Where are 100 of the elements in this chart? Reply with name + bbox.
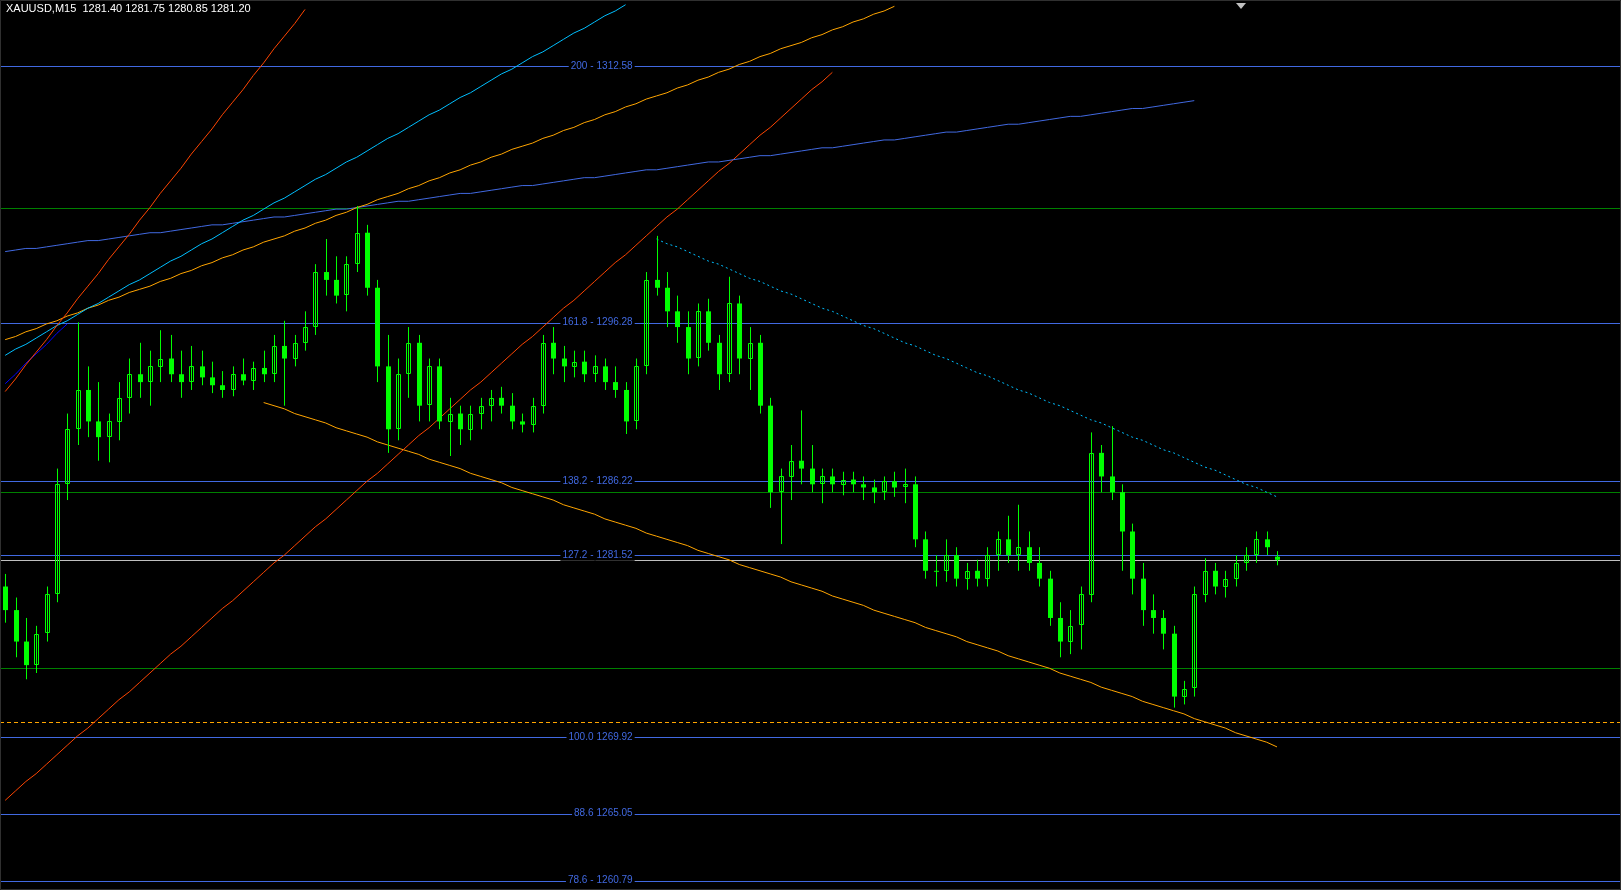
candlestick: [520, 413, 525, 433]
candlestick: [696, 302, 701, 367]
candlestick: [148, 350, 153, 407]
candlestick: [593, 354, 598, 383]
candlestick: [510, 392, 515, 430]
candlestick: [820, 468, 825, 504]
annotation: 78.6 -: [567, 874, 594, 886]
candlestick: [282, 320, 287, 407]
candlestick: [975, 559, 980, 588]
candlestick: [189, 345, 194, 391]
candlestick: [572, 350, 577, 378]
annotation: 100.0: [568, 730, 594, 742]
candlestick: [892, 471, 897, 498]
candlestick: [355, 205, 360, 273]
candlestick: [644, 271, 649, 375]
candlestick: [551, 326, 556, 375]
candlestick: [655, 235, 660, 297]
candlestick: [458, 405, 463, 446]
candlestick: [468, 405, 473, 441]
y-tick-label: 1312.58: [596, 60, 634, 72]
candlestick: [272, 334, 277, 383]
annotation: 161.8 -: [562, 316, 594, 328]
y-tick-label: 1265.05: [596, 807, 634, 819]
candlestick: [55, 468, 60, 603]
candlestick: [24, 617, 29, 680]
candlestick: [479, 397, 484, 430]
y-tick-label: 1281.52: [596, 548, 634, 560]
candlestick: [303, 310, 308, 352]
candlestick: [324, 238, 329, 297]
annotation: 200 -: [570, 60, 594, 72]
candlestick: [1234, 554, 1239, 588]
line-series: [656, 238, 1278, 498]
candlestick: [334, 255, 339, 304]
candlestick: [65, 413, 70, 501]
y-tick-label: 1260.79: [596, 874, 634, 886]
candlestick: [1244, 546, 1249, 572]
candlestick: [954, 546, 959, 588]
candlestick: [158, 329, 163, 383]
candlestick: [396, 358, 401, 441]
candlestick: [1110, 425, 1115, 501]
candlestick: [241, 358, 246, 386]
candlestick: [1223, 570, 1228, 599]
candlestick: [872, 479, 877, 504]
candlestick: [406, 326, 411, 399]
candlestick: [965, 562, 970, 591]
candlestick: [45, 586, 50, 643]
candlestick: [210, 361, 215, 394]
candlestick: [138, 342, 143, 399]
candlestick: [1213, 562, 1218, 595]
annotation: 88.6: [574, 807, 594, 819]
candlestick: [748, 326, 753, 391]
candlestick: [1151, 593, 1156, 635]
candlestick: [779, 468, 784, 545]
candlestick: [582, 350, 587, 383]
candlestick: [841, 471, 846, 496]
candlestick: [1068, 609, 1073, 655]
candlestick: [934, 554, 939, 588]
candlestick: [830, 468, 835, 493]
candlestick: [1016, 504, 1021, 572]
candlestick: [1265, 530, 1270, 556]
candlestick: [251, 361, 256, 391]
candlestick: [789, 444, 794, 501]
candlestick: [562, 345, 567, 383]
y-tick-label: 1296.28: [596, 316, 634, 328]
candlestick: [313, 263, 318, 336]
candlestick: [903, 468, 908, 504]
candlestick: [34, 625, 39, 674]
candlestick: [1192, 586, 1197, 698]
chart-title: XAUUSD,M15 1281.40 1281.75 1280.85 1281.20: [6, 2, 251, 14]
candlestick: [3, 573, 8, 624]
candlestick: [96, 381, 101, 462]
candlestick: [882, 475, 887, 501]
candlestick: [293, 334, 298, 367]
candlestick: [1058, 601, 1063, 658]
y-tick-label: 1269.92: [596, 730, 634, 742]
annotation: 127.2 -: [562, 548, 594, 560]
candlestick: [1079, 586, 1084, 650]
candlestick: [675, 295, 680, 344]
candlestick: [634, 358, 639, 430]
candlestick: [810, 444, 815, 493]
candlestick: [531, 397, 536, 433]
candlestick: [107, 413, 112, 463]
candlestick: [1037, 546, 1042, 588]
candlestick: [603, 358, 608, 391]
candlestick: [996, 530, 1001, 572]
candlestick: [489, 389, 494, 422]
candlestick: [1203, 557, 1208, 603]
candlestick: [944, 538, 949, 583]
annotation: 138.2 -: [562, 474, 594, 486]
candlestick: [861, 475, 866, 501]
candlestick: [344, 255, 349, 312]
candlestick: [1161, 609, 1166, 650]
candlestick: [1006, 515, 1011, 564]
candlestick: [613, 365, 618, 399]
candlestick: [220, 370, 225, 399]
candlestick: [262, 350, 267, 383]
candlestick: [665, 271, 670, 328]
candlestick: [427, 358, 432, 422]
candlestick: [1089, 431, 1094, 603]
candlestick: [448, 397, 453, 457]
